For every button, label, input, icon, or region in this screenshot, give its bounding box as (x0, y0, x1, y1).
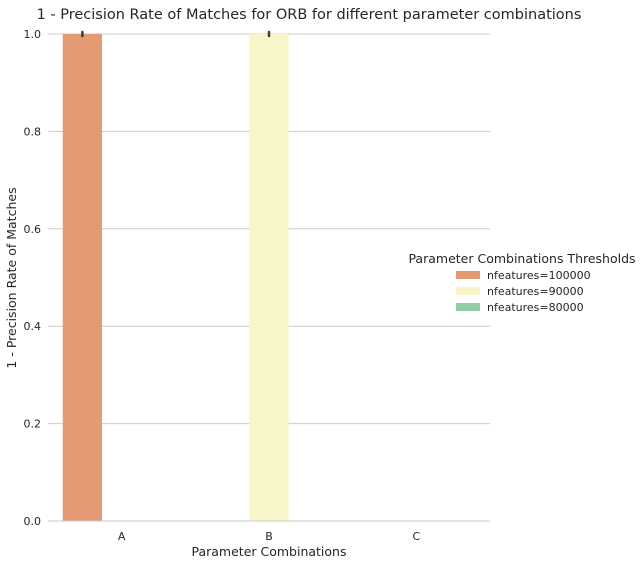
y-axis-label: 1 - Precision Rate of Matches (4, 187, 19, 368)
chart-title: 1 - Precision Rate of Matches for ORB fo… (37, 7, 582, 23)
legend: Parameter Combinations Thresholds nfeatu… (408, 251, 635, 314)
legend-entry: nfeatures=80000 (487, 301, 584, 314)
y-tick-label: 0.6 (24, 223, 42, 236)
legend-entry: nfeatures=100000 (487, 269, 591, 282)
x-tick-label: B (265, 530, 273, 543)
bar (249, 34, 289, 521)
legend-title: Parameter Combinations Thresholds (408, 251, 635, 266)
y-tick-labels: 0.0 0.2 0.4 0.6 0.8 1.0 (24, 28, 42, 528)
legend-entry: nfeatures=90000 (487, 285, 584, 298)
bar (62, 34, 103, 521)
y-tick-label: 0.2 (24, 418, 42, 431)
legend-swatch (456, 271, 480, 279)
y-tick-label: 0.4 (24, 320, 42, 333)
legend-swatch (456, 287, 480, 295)
x-tick-label: C (412, 530, 420, 543)
y-tick-label: 1.0 (24, 28, 42, 41)
x-axis-label: Parameter Combinations (191, 544, 346, 559)
bars (62, 30, 289, 521)
legend-swatch (456, 303, 480, 311)
x-tick-label: A (118, 530, 126, 543)
x-tick-labels: A B C (118, 530, 421, 543)
y-tick-label: 0.0 (24, 515, 42, 528)
y-tick-label: 0.8 (24, 125, 42, 138)
